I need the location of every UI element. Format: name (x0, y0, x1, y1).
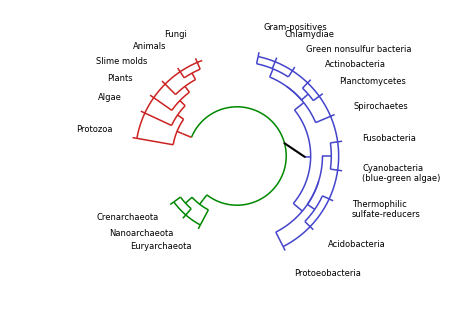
Text: Planctomycetes: Planctomycetes (339, 77, 406, 86)
Text: Protozoa: Protozoa (76, 125, 112, 134)
Text: Fungi: Fungi (164, 30, 188, 39)
Text: Slime molds: Slime molds (96, 57, 147, 66)
Text: Euryarchaeota: Euryarchaeota (130, 242, 191, 251)
Text: Acidobacteria: Acidobacteria (328, 240, 386, 249)
Text: Algae: Algae (98, 94, 122, 102)
Text: Gram-positives: Gram-positives (264, 23, 327, 32)
Text: Spirochaetes: Spirochaetes (354, 102, 409, 111)
Text: Plants: Plants (108, 74, 133, 83)
Text: Crenarchaeota: Crenarchaeota (96, 213, 158, 222)
Text: Green nonsulfur bacteria: Green nonsulfur bacteria (306, 45, 411, 54)
Text: Animals: Animals (133, 42, 166, 51)
Text: Cyanobacteria
(blue-green algae): Cyanobacteria (blue-green algae) (363, 164, 441, 183)
Text: Thermophilic
sulfate-reducers: Thermophilic sulfate-reducers (352, 200, 421, 219)
Text: Nanoarchaeota: Nanoarchaeota (109, 229, 173, 238)
Text: Fusobacteria: Fusobacteria (363, 134, 416, 143)
Text: Actinobacteria: Actinobacteria (325, 60, 386, 69)
Text: Protoeobacteria: Protoeobacteria (294, 269, 361, 278)
Text: Chlamydiae: Chlamydiae (284, 30, 335, 38)
